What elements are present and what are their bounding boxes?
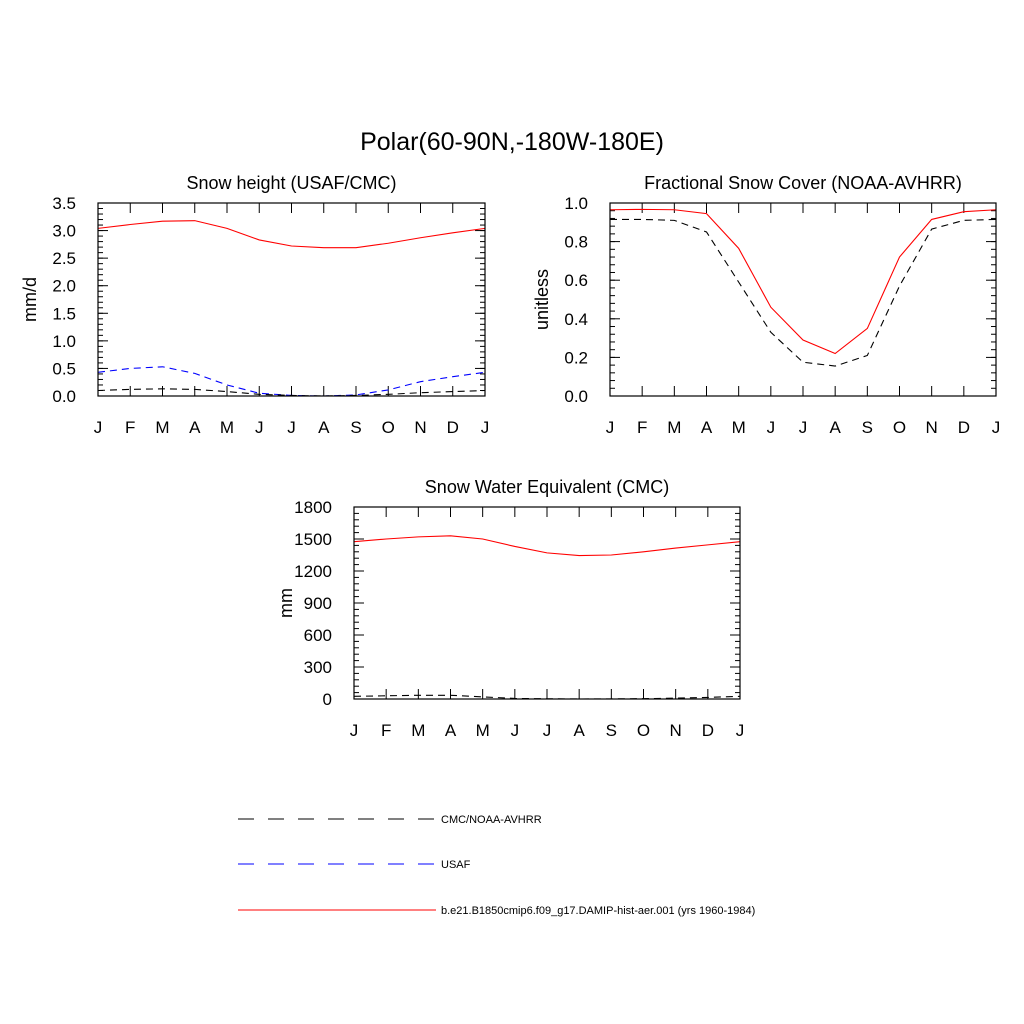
y-tick-label: 2.5	[52, 249, 76, 268]
x-tick-label: J	[767, 418, 776, 437]
y-tick-label: 3.0	[52, 222, 76, 241]
x-tick-label: N	[414, 418, 426, 437]
plot-frame	[353, 506, 741, 700]
x-tick-label: M	[667, 418, 681, 437]
x-tick-label: F	[637, 418, 647, 437]
y-tick-label: 1.5	[52, 304, 76, 323]
x-tick-label: M	[476, 721, 490, 740]
y-tick-label: 0.8	[564, 233, 588, 252]
x-tick-label: M	[411, 721, 425, 740]
y-tick-label: 1200	[294, 562, 332, 581]
plot-frame	[609, 202, 997, 397]
y-axis-label: mm/d	[20, 277, 40, 322]
x-tick-label: O	[637, 721, 650, 740]
y-tick-label: 0.2	[564, 348, 588, 367]
panel-title: Fractional Snow Cover (NOAA-AVHRR)	[644, 173, 962, 193]
y-tick-label: 1.0	[564, 194, 588, 213]
series-line-cmc	[610, 218, 997, 367]
x-tick-label: S	[862, 418, 873, 437]
series-line-model	[609, 208, 997, 355]
plot-frame	[97, 202, 486, 397]
x-tick-label: A	[189, 418, 201, 437]
y-tick-label: 3.5	[52, 194, 76, 213]
x-tick-label: O	[382, 418, 395, 437]
x-tick-label: A	[701, 418, 713, 437]
x-tick-label: J	[94, 418, 103, 437]
series-line-model	[353, 535, 741, 557]
x-tick-label: F	[381, 721, 391, 740]
x-tick-label: M	[220, 418, 234, 437]
x-tick-label: J	[481, 418, 490, 437]
y-tick-label: 1500	[294, 530, 332, 549]
x-tick-label: O	[893, 418, 906, 437]
y-tick-label: 0.5	[52, 359, 76, 378]
y-tick-label: 300	[304, 658, 332, 677]
x-tick-label: J	[736, 721, 745, 740]
legend-label: USAF	[441, 859, 471, 871]
legend-label: CMC/NOAA-AVHRR	[441, 814, 542, 826]
x-tick-label: S	[606, 721, 617, 740]
y-tick-label: 0	[323, 690, 332, 709]
y-tick-label: 1800	[294, 498, 332, 517]
x-tick-label: A	[445, 721, 457, 740]
x-tick-label: J	[543, 721, 552, 740]
y-tick-label: 0.0	[52, 387, 76, 406]
x-tick-label: J	[799, 418, 808, 437]
y-tick-label: 900	[304, 594, 332, 613]
series-line-model	[97, 220, 486, 249]
x-tick-label: N	[926, 418, 938, 437]
figure-title: Polar(60-90N,-180W-180E)	[360, 128, 664, 156]
x-tick-label: A	[573, 721, 585, 740]
x-tick-label: J	[992, 418, 1001, 437]
y-tick-label: 2.0	[52, 277, 76, 296]
x-tick-label: N	[670, 721, 682, 740]
x-tick-label: M	[732, 418, 746, 437]
y-tick-label: 1.0	[52, 332, 76, 351]
y-tick-label: 600	[304, 626, 332, 645]
x-tick-label: D	[702, 721, 714, 740]
x-tick-label: A	[829, 418, 841, 437]
x-tick-label: J	[606, 418, 615, 437]
x-tick-label: D	[958, 418, 970, 437]
x-tick-label: F	[125, 418, 135, 437]
chart-panel-2: Fractional Snow Cover (NOAA-AVHRR) unitle…	[532, 173, 1000, 437]
y-axis-label: mm	[276, 588, 296, 618]
x-tick-label: J	[255, 418, 264, 437]
x-tick-label: M	[155, 418, 169, 437]
y-tick-label: 0.0	[564, 387, 588, 406]
panel-title: Snow Water Equivalent (CMC)	[425, 477, 669, 497]
chart-panels: Snow height (USAF/CMC) mm/d 0.0 0.5 1.0 1.5 2.…	[20, 173, 1000, 740]
x-tick-label: J	[287, 418, 296, 437]
x-tick-label: D	[447, 418, 459, 437]
y-axis-label: unitless	[532, 269, 552, 330]
chart-panel-1: Snow height (USAF/CMC) mm/d 0.0 0.5 1.0 1.5 2.…	[20, 173, 489, 437]
x-tick-label: S	[350, 418, 361, 437]
panel-title: Snow height (USAF/CMC)	[186, 173, 396, 193]
x-tick-label: J	[350, 721, 359, 740]
legend-label: b.e21.B1850cmip6.f09_g17.DAMIP-hist-aer.…	[441, 905, 755, 917]
y-tick-label: 0.6	[564, 271, 588, 290]
y-tick-label: 0.4	[564, 310, 588, 329]
x-tick-label: A	[318, 418, 330, 437]
chart-panel-3: Snow Water Equivalent (CMC) mm 0 300 600 900 1…	[276, 477, 744, 740]
legend: CMC/NOAA-AVHRR USAF b.e21.B1850cmip6.f09_g…	[238, 814, 755, 917]
x-tick-label: J	[511, 721, 520, 740]
